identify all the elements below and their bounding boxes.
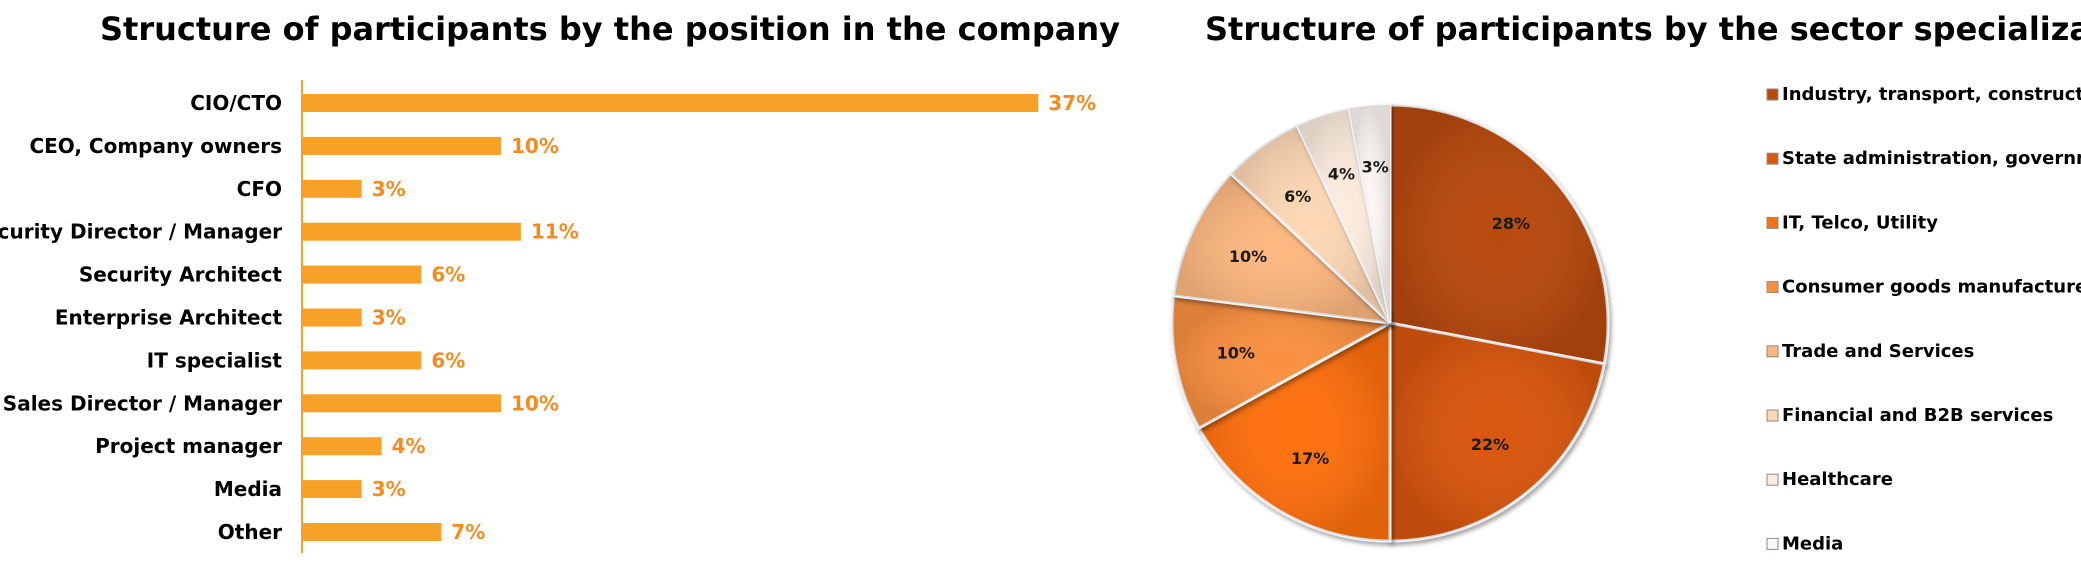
bar-category-label: Security Architect xyxy=(79,263,283,287)
bar-category-label: Other xyxy=(218,520,282,544)
pie-slice-shading xyxy=(1349,105,1390,323)
pie-value-label: 10% xyxy=(1229,247,1267,266)
pie-value-label: 28% xyxy=(1492,214,1530,233)
legend-swatch xyxy=(1766,281,1779,294)
bar xyxy=(302,179,362,198)
bar xyxy=(302,222,521,241)
bar-category-label: CFO xyxy=(237,177,282,201)
bar-value-label: 10% xyxy=(511,134,559,158)
bar-value-label: 7% xyxy=(451,520,485,544)
bar-value-label: 3% xyxy=(372,306,406,330)
legend-label: IT, Telco, Utility xyxy=(1782,212,1938,233)
bar-value-label: 10% xyxy=(511,391,559,415)
pie-chart-title: Structure of participants by the sector … xyxy=(1205,10,2081,48)
legend-label: State administration, government xyxy=(1782,148,2081,169)
bar xyxy=(302,265,422,284)
legend-label: Trade and Services xyxy=(1782,341,1974,362)
legend-swatch xyxy=(1766,152,1779,165)
pie-slice-shading xyxy=(1390,105,1609,364)
bar-category-label: IT specialist xyxy=(147,348,283,372)
legend-swatch xyxy=(1766,216,1779,229)
pie-slice-shading xyxy=(1390,323,1605,541)
bar-value-label: 4% xyxy=(392,434,426,458)
pie-value-label: 17% xyxy=(1291,449,1329,468)
legend-swatch xyxy=(1766,409,1779,422)
bar-category-label: Media xyxy=(214,477,282,501)
bar-category-label: CEO, Company owners xyxy=(29,134,282,158)
legend-label: Consumer goods manufacturers xyxy=(1782,277,2081,298)
bar xyxy=(302,308,362,327)
pie-slice-shading xyxy=(1297,108,1390,323)
legend-swatch xyxy=(1766,345,1779,358)
pie-slice-shading xyxy=(1198,323,1390,541)
bar xyxy=(302,351,422,370)
bar-chart-title: Structure of participants by the positio… xyxy=(100,10,1121,48)
bar xyxy=(302,523,442,541)
legend-label: Industry, transport, construction xyxy=(1782,84,2081,105)
bar xyxy=(302,437,382,456)
pie-value-label: 4% xyxy=(1328,165,1355,184)
legend-label: Media xyxy=(1782,533,1843,554)
pie-value-label: 22% xyxy=(1471,435,1509,454)
bar-value-label: 11% xyxy=(531,220,579,244)
bar-value-label: 3% xyxy=(372,177,406,201)
bar xyxy=(302,480,362,499)
pie-slice-shading xyxy=(1172,295,1390,429)
bar xyxy=(302,136,501,155)
bar xyxy=(302,94,1039,112)
legend-label: Healthcare xyxy=(1782,469,1893,490)
bar-category-label: Sales Director / Manager xyxy=(3,391,282,415)
pie-value-label: 6% xyxy=(1284,187,1311,206)
legend-swatch xyxy=(1766,473,1779,486)
pie-value-label: 10% xyxy=(1217,343,1255,362)
bar-value-label: 37% xyxy=(1048,91,1096,115)
bar xyxy=(302,394,501,413)
bar-value-label: 6% xyxy=(431,348,465,372)
pie-slice-shading xyxy=(1173,173,1390,323)
legend-swatch xyxy=(1766,537,1779,550)
bar-category-label: Security Director / Manager xyxy=(0,220,282,244)
bar-category-label: Project manager xyxy=(95,434,282,458)
pie-value-label: 3% xyxy=(1362,158,1389,177)
legend-swatch xyxy=(1766,88,1779,101)
legend-label: Financial and B2B services xyxy=(1782,405,2053,426)
pie-slice-shading xyxy=(1231,125,1390,323)
bar-category-label: CIO/CTO xyxy=(190,91,282,115)
bar-value-label: 6% xyxy=(431,263,465,287)
bar-value-label: 3% xyxy=(372,477,406,501)
bar-category-label: Enterprise Architect xyxy=(55,306,283,330)
